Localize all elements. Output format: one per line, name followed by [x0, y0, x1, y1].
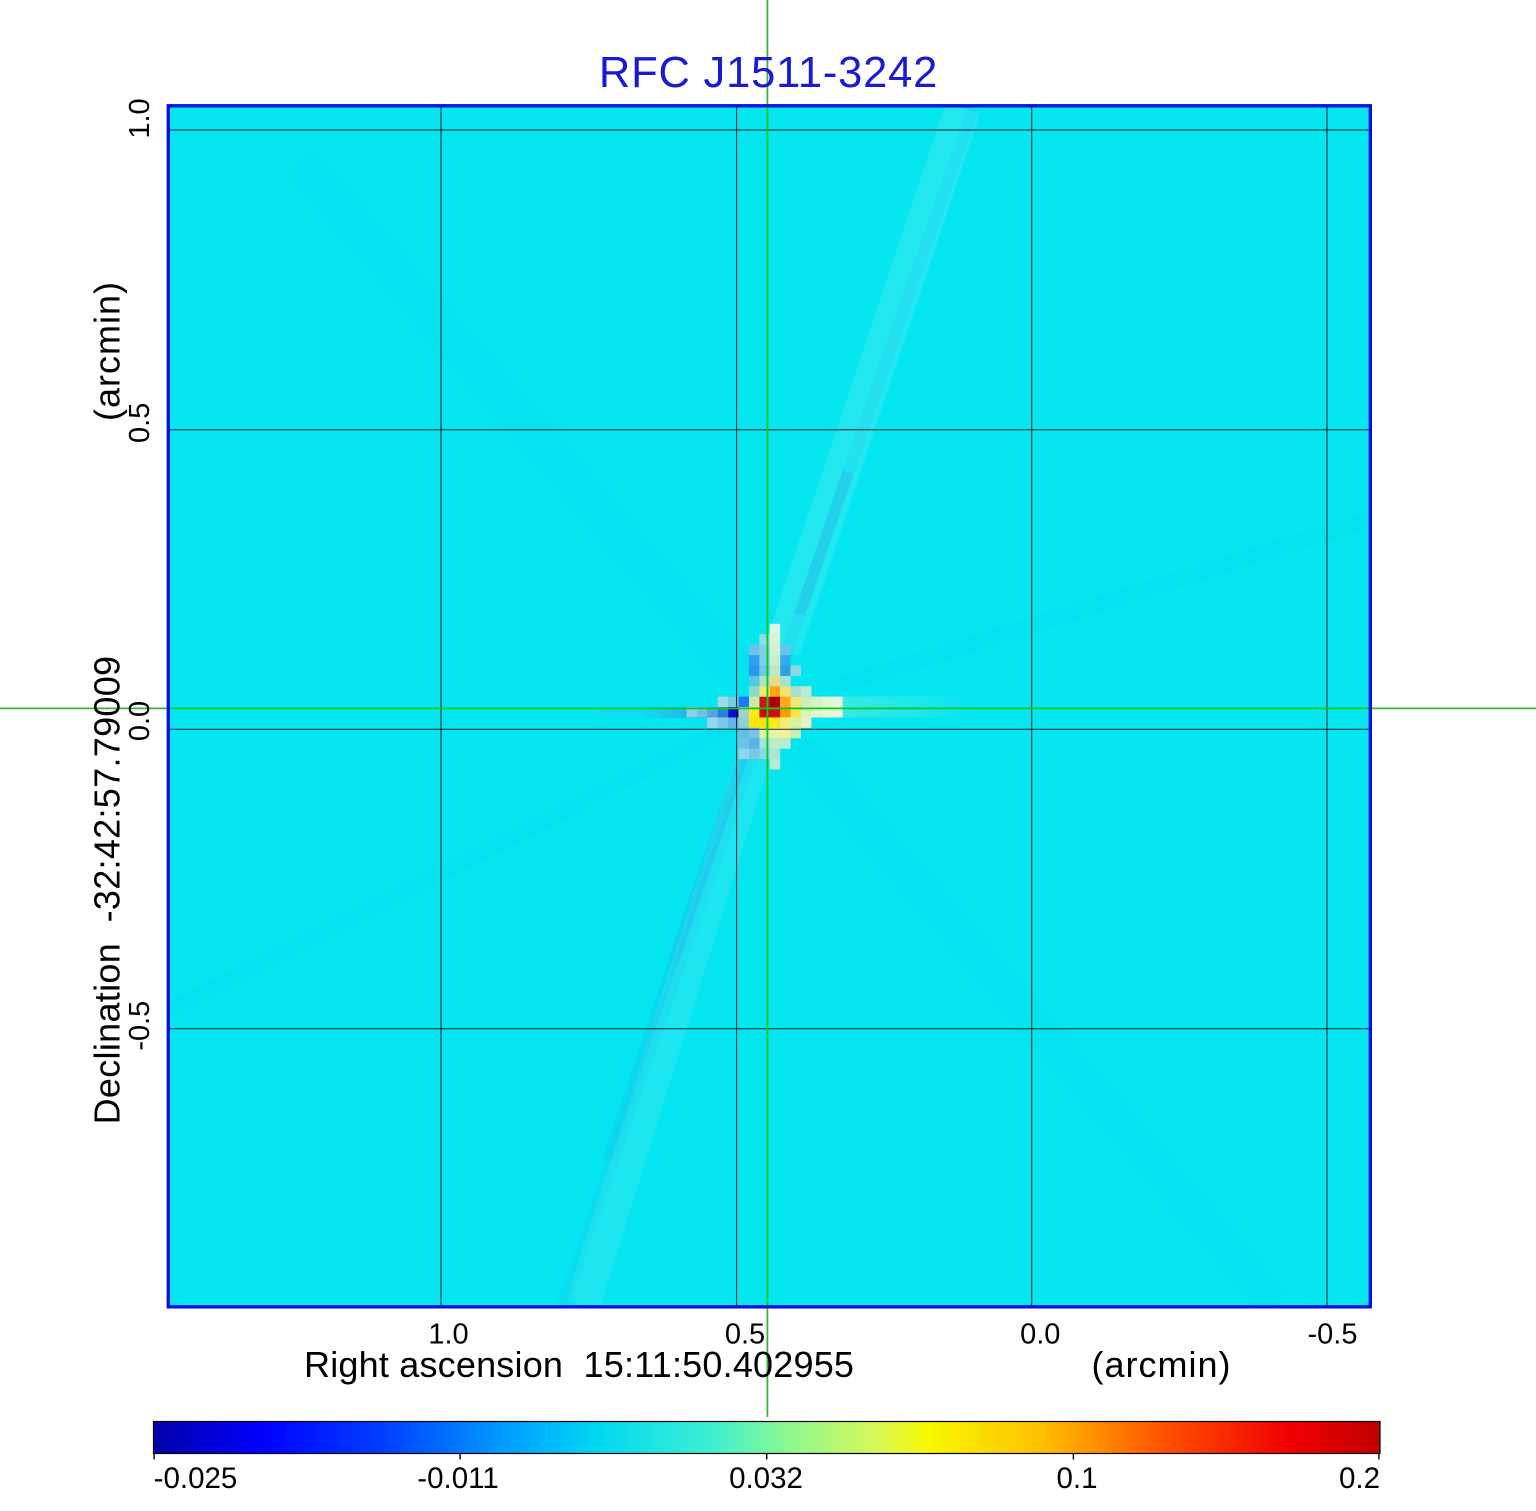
- svg-text:1.0: 1.0: [124, 98, 156, 138]
- svg-text:0.5: 0.5: [725, 1319, 765, 1351]
- svg-text:0.0: 0.0: [124, 701, 156, 741]
- svg-text:0.032: 0.032: [729, 1462, 803, 1495]
- svg-text:0.0: 0.0: [1020, 1319, 1060, 1351]
- svg-text:-0.5: -0.5: [124, 1001, 156, 1051]
- svg-text:0.1: 0.1: [1056, 1462, 1097, 1495]
- svg-text:0.5: 0.5: [124, 403, 156, 443]
- svg-text:(arcmin): (arcmin): [87, 281, 128, 421]
- svg-text:-0.5: -0.5: [1308, 1319, 1358, 1351]
- svg-text:(arcmin): (arcmin): [1092, 1344, 1232, 1385]
- svg-text:1.0: 1.0: [428, 1319, 468, 1351]
- svg-text:0.2: 0.2: [1339, 1462, 1380, 1495]
- svg-text:-0.025: -0.025: [154, 1462, 238, 1495]
- svg-text:RFC J1511-3242: RFC J1511-3242: [599, 49, 938, 97]
- svg-text:-0.011: -0.011: [417, 1462, 498, 1495]
- svg-text:Declination -32:42:57.79009: Declination -32:42:57.79009: [87, 656, 128, 1125]
- svg-text:Right ascension 15:11:50.4029: Right ascension 15:11:50.402955: [304, 1344, 854, 1385]
